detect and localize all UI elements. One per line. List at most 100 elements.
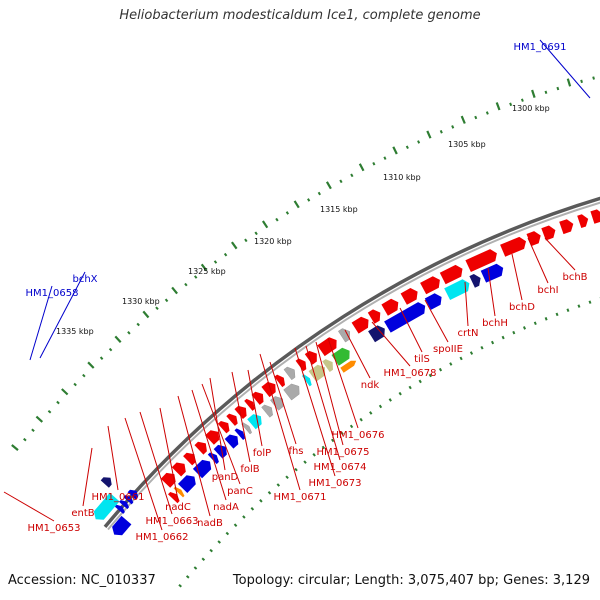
scale-tick bbox=[35, 415, 44, 423]
scale-tick bbox=[244, 238, 248, 243]
gene-block bbox=[469, 274, 481, 288]
reverse-gene-label-leader bbox=[39, 271, 86, 359]
gene-block bbox=[283, 383, 300, 401]
scale-tick bbox=[417, 140, 421, 144]
inner-scale-tick bbox=[544, 317, 548, 321]
scale-tick bbox=[439, 130, 443, 134]
scale-tick bbox=[405, 145, 409, 150]
forward-gene-label: nadB bbox=[197, 518, 223, 529]
forward-gene-arrow bbox=[559, 219, 574, 235]
inner-scale-tick bbox=[233, 523, 238, 527]
scale-tick-label: 1320 kbp bbox=[254, 237, 292, 246]
scale-tick bbox=[495, 102, 501, 111]
inner-scale-tick bbox=[459, 356, 463, 361]
inner-scale-tick bbox=[294, 467, 298, 472]
scale-tick bbox=[307, 198, 311, 202]
scale-tick bbox=[11, 444, 19, 451]
scale-tick bbox=[87, 361, 95, 369]
forward-gene-label-leader bbox=[269, 361, 297, 445]
scale-tick-label: 1300 kbp bbox=[512, 104, 550, 113]
reverse-gene-arrow bbox=[127, 489, 139, 500]
forward-gene-label: tilS bbox=[414, 354, 430, 365]
inner-scale-tick bbox=[359, 417, 363, 422]
gene-block bbox=[444, 279, 470, 300]
inner-scale-tick bbox=[369, 411, 373, 415]
forward-gene-label: bchD bbox=[509, 302, 535, 313]
forward-gene-arrow bbox=[217, 421, 230, 434]
scale-tick bbox=[544, 90, 548, 95]
scale-tick bbox=[520, 98, 524, 102]
inner-scale-tick bbox=[449, 362, 453, 366]
inner-scale-tick bbox=[259, 499, 263, 503]
inner-scale-tick bbox=[276, 483, 281, 487]
reverse-gene-label: bchX bbox=[72, 274, 97, 285]
inner-scale-tick bbox=[512, 330, 516, 335]
reverse-gene-arrow bbox=[100, 477, 112, 488]
inner-scale-tick bbox=[225, 531, 230, 536]
scale-tick bbox=[383, 156, 387, 160]
scale-tick bbox=[127, 331, 131, 335]
scale-tick-label: 1335 kbp bbox=[56, 327, 94, 336]
scale-tick bbox=[23, 437, 27, 442]
forward-gene-arrow-grey bbox=[337, 328, 351, 343]
scale-tick bbox=[136, 322, 140, 327]
forward-gene-label-leader bbox=[201, 383, 241, 485]
reverse-gene-arrow bbox=[114, 504, 125, 514]
forward-gene-arrow bbox=[351, 316, 369, 334]
reverse-gene-arrow bbox=[112, 515, 132, 536]
forward-gene-label-leader bbox=[247, 369, 263, 447]
inner-scale-tick bbox=[193, 566, 198, 570]
inner-scale-tick bbox=[378, 404, 383, 409]
forward-gene-arrow bbox=[420, 276, 440, 295]
forward-gene-label: HM1_0671 bbox=[274, 492, 327, 503]
forward-gene-label-leader bbox=[327, 337, 359, 429]
scale-tick-label: 1315 kbp bbox=[320, 205, 358, 214]
forward-gene-arrow bbox=[500, 236, 526, 257]
forward-gene-label-leader bbox=[3, 491, 55, 522]
scale-tick bbox=[556, 86, 560, 91]
scale-tick bbox=[293, 200, 300, 209]
forward-gene-label-leader bbox=[177, 395, 211, 517]
inner-scale-tick bbox=[185, 575, 190, 579]
inner-scale-tick bbox=[349, 424, 354, 429]
scale-tick bbox=[392, 146, 398, 155]
scale-tick bbox=[142, 310, 150, 319]
inner-scale-tick bbox=[217, 540, 221, 544]
forward-gene-label: nadA bbox=[213, 502, 239, 513]
inner-scale-tick bbox=[388, 398, 392, 402]
scale-tick bbox=[426, 130, 432, 139]
scale-tick-label: 1305 kbp bbox=[448, 140, 486, 149]
scale-tick bbox=[566, 78, 572, 87]
forward-gene-arrow bbox=[400, 288, 418, 305]
scale-tick bbox=[61, 388, 69, 396]
scale-tick bbox=[200, 263, 208, 272]
inner-scale-tick bbox=[501, 335, 505, 340]
forward-gene-label: HM1_0662 bbox=[136, 532, 189, 543]
scale-tick bbox=[114, 335, 122, 344]
scale-tick bbox=[99, 356, 104, 360]
scale-tick bbox=[592, 76, 595, 80]
reverse-gene-arrow bbox=[123, 495, 134, 505]
map-title: Heliobacterium modesticaldum Ice1, compl… bbox=[119, 8, 481, 23]
gene-block bbox=[424, 293, 442, 310]
forward-gene-label-leader bbox=[527, 237, 549, 284]
scale-tick bbox=[485, 111, 489, 115]
inner-scale-tick bbox=[321, 445, 326, 450]
forward-gene-label-leader bbox=[344, 329, 371, 379]
reverse-gene-arrow bbox=[119, 500, 129, 510]
accession-text: Accession: NC_010337 bbox=[8, 573, 156, 588]
forward-gene-arrow bbox=[183, 452, 196, 466]
gene-block bbox=[213, 444, 227, 459]
scale-tick bbox=[358, 163, 365, 172]
forward-gene-arrow bbox=[541, 225, 556, 241]
forward-gene-label: nadC bbox=[165, 502, 191, 513]
forward-gene-label: HM1_0673 bbox=[309, 478, 362, 489]
reverse-gene-arrow bbox=[93, 492, 120, 520]
gene-block bbox=[234, 428, 246, 440]
reverse-gene-label-leader bbox=[539, 39, 591, 99]
forward-gene-label: folB bbox=[240, 464, 259, 475]
inner-scale-tick bbox=[480, 345, 484, 350]
inner-scale-tick bbox=[408, 385, 412, 390]
scale-tick bbox=[372, 161, 376, 166]
forward-gene-label: HM1_0663 bbox=[146, 516, 199, 527]
